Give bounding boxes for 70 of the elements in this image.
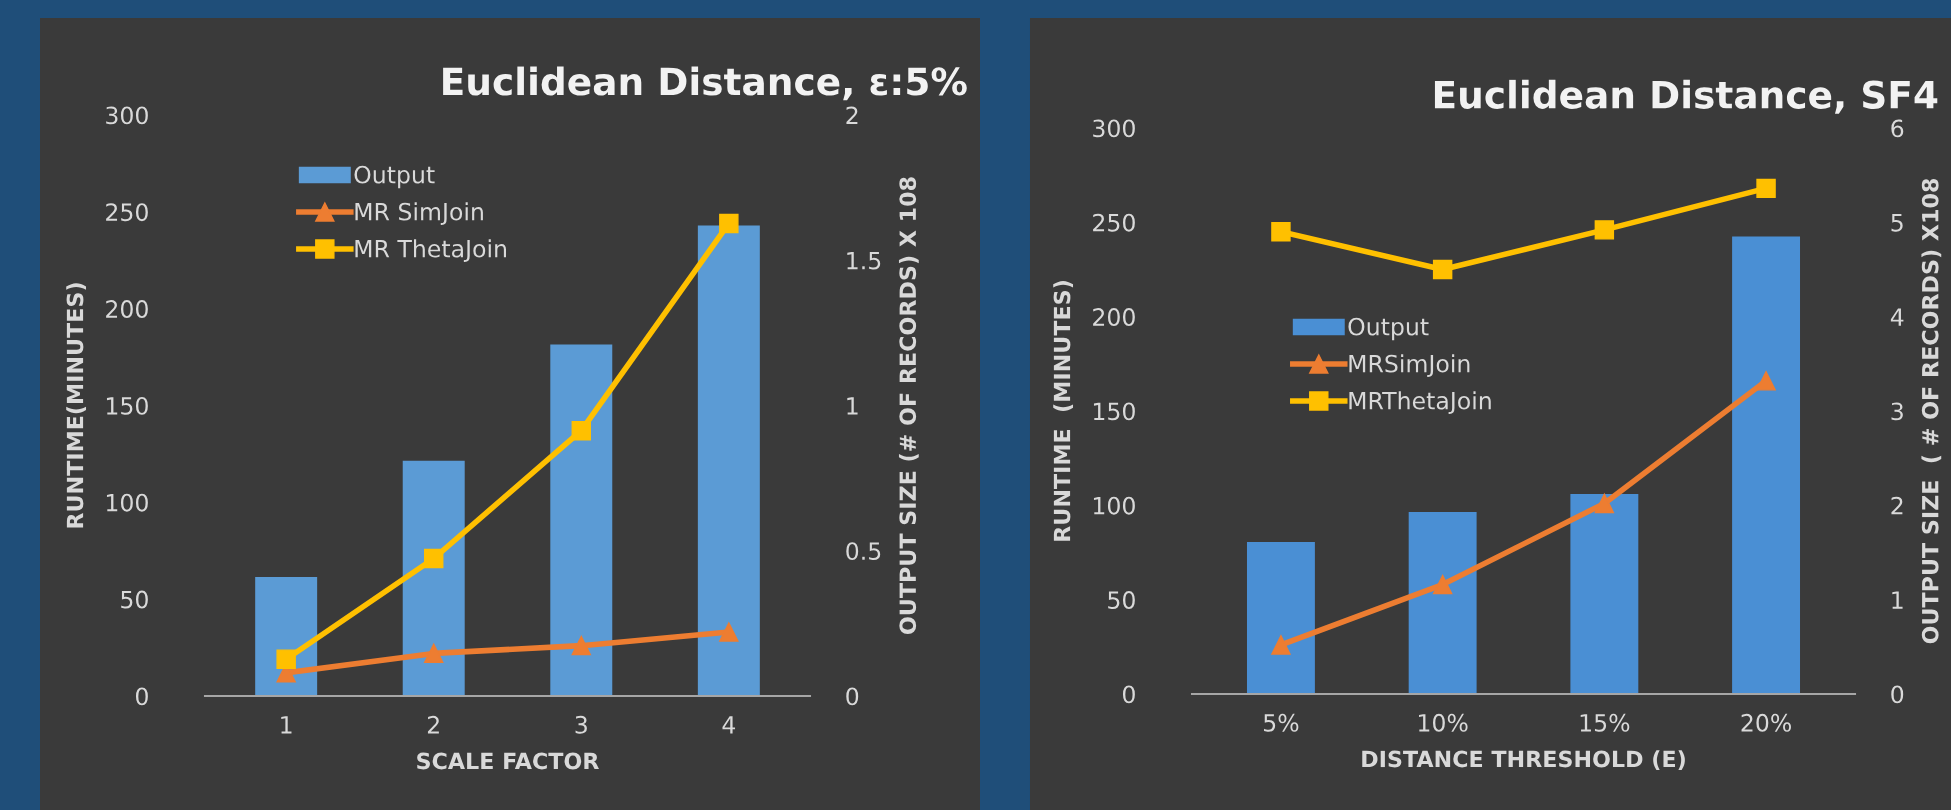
y-tick-label: 50	[121, 590, 148, 609]
y-axis-title: RUNTIME (MINUTES)	[1053, 281, 1074, 541]
point	[719, 213, 739, 234]
point	[719, 622, 739, 642]
legend-label: MRSimJoin	[1349, 354, 1470, 377]
y-tick-label: 300	[1093, 119, 1135, 138]
y2-tick-label: 1.5	[847, 252, 881, 270]
point	[276, 649, 296, 669]
x-tick-label: 4	[722, 716, 736, 734]
point	[1271, 635, 1291, 655]
legend-label: Output	[1348, 317, 1429, 341]
legend-label: MR SimJoin	[355, 202, 483, 225]
y-tick-label: 200	[106, 300, 148, 318]
y2-tick-label: 3	[1891, 402, 1903, 421]
y-tick-label: 300	[106, 106, 148, 125]
y-tick-label: 100	[106, 493, 148, 512]
point	[1271, 222, 1291, 242]
x-tick-label: 1	[281, 716, 292, 734]
bar	[1732, 236, 1801, 694]
bar	[697, 225, 760, 696]
y2-tick-label: 4	[1890, 308, 1904, 326]
chart-title: Euclidean Distance, SF4	[1434, 79, 1938, 114]
point	[571, 420, 592, 441]
y2-axis-title: OUTPUT SIZE (# OF RECORDS) X 108	[898, 177, 919, 634]
bar	[550, 344, 613, 696]
bar	[402, 460, 465, 696]
y2-tick-label: 2	[846, 106, 858, 124]
point	[571, 635, 592, 656]
y-tick-label: 250	[106, 203, 148, 222]
x-axis-title: DISTANCE THRESHOLD (E)	[1362, 750, 1685, 770]
bar	[1570, 494, 1639, 694]
point	[1594, 220, 1615, 240]
chart-title: Euclidean Distance, ε:5%	[443, 66, 967, 101]
y-axis-title: RUNTIME(MINUTES)	[66, 283, 87, 528]
point	[423, 643, 444, 664]
point	[1594, 493, 1615, 514]
y2-axis-title: OUTPUT SIZE ( # OF RECORDS) X108	[1921, 178, 1942, 644]
x-tick-label: 10%	[1419, 713, 1468, 732]
y2-tick-label: 0.5	[846, 542, 881, 561]
y2-tick-label: 0	[846, 687, 859, 706]
x-axis-title: SCALE FACTOR	[417, 752, 599, 770]
point	[1432, 574, 1453, 595]
y2-tick-label: 2	[1891, 496, 1903, 515]
y-tick-label: 150	[1093, 402, 1135, 421]
x-tick-label: 3	[575, 715, 587, 734]
point	[1432, 259, 1453, 280]
bar	[1408, 511, 1477, 694]
legend-label: MR ThetaJoin	[355, 239, 507, 262]
y-tick-label: 0	[1122, 685, 1135, 704]
x-tick-label: 5%	[1264, 713, 1299, 732]
y2-tick-label: 1	[847, 397, 858, 415]
y-tick-label: 200	[1093, 308, 1135, 326]
x-tick-label: 15%	[1580, 713, 1630, 732]
x-tick-label: 2	[427, 715, 439, 734]
y2-tick-label: 5	[1891, 214, 1903, 232]
legend-label: MRThetaJoin	[1349, 391, 1491, 414]
y2-tick-label: 6	[1891, 119, 1904, 138]
y2-tick-label: 0	[1891, 685, 1904, 704]
legend-label: Output	[354, 165, 435, 189]
y-tick-label: 50	[1108, 591, 1135, 609]
point	[423, 548, 444, 569]
y2-tick-label: 1	[1892, 591, 1903, 609]
x-tick-label: 20%	[1741, 713, 1791, 732]
y-tick-label: 150	[106, 396, 148, 415]
point	[1756, 178, 1776, 199]
y-tick-label: 0	[135, 687, 148, 706]
bar	[1246, 542, 1315, 694]
point	[1756, 371, 1776, 391]
y-tick-label: 100	[1093, 496, 1135, 515]
y-tick-label: 250	[1093, 213, 1135, 232]
